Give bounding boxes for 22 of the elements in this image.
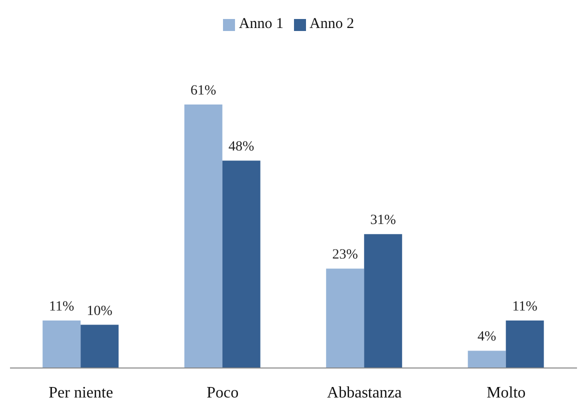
data-label: 10% bbox=[86, 304, 113, 319]
x-tick-label: Abbastanza bbox=[327, 384, 402, 402]
data-label: 4% bbox=[478, 330, 497, 345]
x-tick-label: Molto bbox=[486, 384, 526, 402]
bar bbox=[506, 320, 544, 368]
bar bbox=[184, 104, 222, 368]
x-tick-label: Poco bbox=[206, 384, 239, 402]
bar bbox=[222, 160, 260, 368]
bar bbox=[42, 320, 81, 368]
data-label: 31% bbox=[370, 213, 396, 228]
legend-label: Anno 1 bbox=[238, 16, 284, 32]
data-label: 23% bbox=[332, 248, 358, 263]
bar bbox=[468, 350, 506, 368]
data-label: 11% bbox=[512, 299, 538, 314]
bar bbox=[364, 234, 402, 368]
data-label: 61% bbox=[190, 84, 217, 99]
data-label: 48% bbox=[228, 140, 255, 155]
bar bbox=[326, 268, 364, 368]
bar bbox=[80, 324, 119, 368]
x-tick-label: Per niente bbox=[48, 384, 114, 402]
legend-label: Anno 2 bbox=[310, 16, 354, 32]
data-label: 11% bbox=[49, 299, 75, 314]
